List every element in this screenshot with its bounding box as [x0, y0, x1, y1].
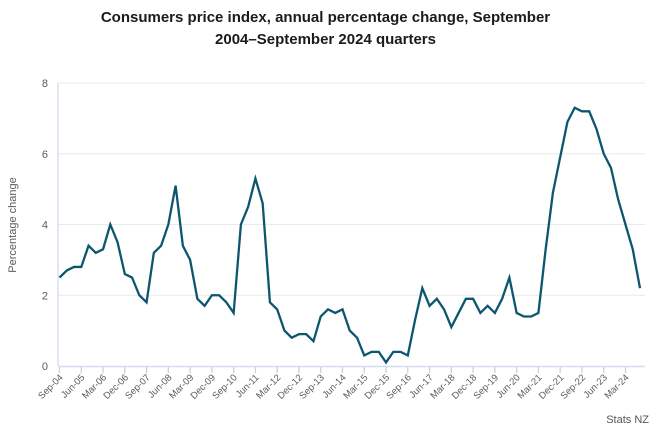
- y-axis-title: Percentage change: [7, 177, 19, 272]
- cpi-data-line: [58, 106, 642, 365]
- y-tick-label: 4: [42, 220, 48, 232]
- y-tick-label: 8: [42, 78, 48, 90]
- chart-title-line-1: Consumers price index, annual percentage…: [100, 9, 551, 26]
- x-tick-label: Sep-22: [559, 372, 588, 401]
- x-tick-label: Sep-10: [210, 372, 239, 401]
- x-tick-label: Sep-16: [384, 372, 413, 401]
- x-tick-label: Sep-04: [36, 372, 65, 401]
- y-tick-label: 2: [42, 290, 48, 302]
- y-tick-label: 6: [42, 149, 48, 161]
- x-tick-label: Sep-13: [297, 372, 326, 401]
- x-tick-label: Sep-19: [472, 372, 501, 401]
- y-tick-label: 0: [42, 361, 48, 373]
- chart-title-line-2: 2004–September 2024 quarters: [215, 31, 436, 48]
- x-tick-label: Sep-07: [123, 372, 152, 401]
- source-label: Stats NZ: [606, 414, 649, 426]
- x-tick-label: Mar-24: [603, 372, 632, 401]
- chart-title: Consumers price index, annual percentage…: [0, 7, 651, 51]
